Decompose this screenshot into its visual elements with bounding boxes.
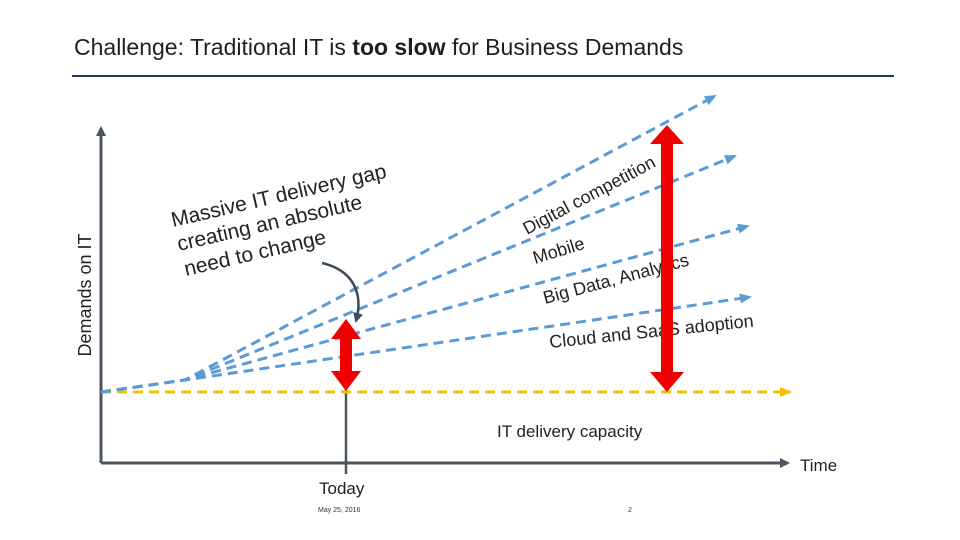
small-gap-arrow bbox=[331, 319, 361, 391]
gap-callout: Massive IT delivery gap creating an abso… bbox=[169, 160, 389, 281]
slide-title: Challenge: Traditional IT is too slow fo… bbox=[74, 34, 683, 61]
title-suffix: for Business Demands bbox=[445, 34, 684, 60]
trend-label-digital-competition: Digital competition bbox=[519, 152, 658, 239]
large-gap-arrow bbox=[650, 125, 684, 392]
x-axis-label: Time bbox=[800, 456, 837, 475]
page-number: 2 bbox=[628, 507, 632, 514]
trend-label-mobile: Mobile bbox=[530, 233, 587, 268]
trend-lines bbox=[100, 94, 752, 394]
title-prefix: Challenge: Traditional IT is bbox=[74, 34, 353, 60]
title-emphasis: too slow bbox=[352, 34, 446, 60]
title-divider bbox=[72, 75, 894, 77]
today-label: Today bbox=[319, 479, 365, 498]
callout-arrow bbox=[321, 261, 363, 323]
footer-date: May 25, 2016 bbox=[318, 507, 361, 514]
y-axis-label: Demands on IT bbox=[75, 233, 95, 356]
capacity-label: IT delivery capacity bbox=[497, 422, 643, 441]
trend-line-cloud-saas bbox=[100, 293, 752, 394]
trend-label-cloud-saas: Cloud and SaaS adoption bbox=[548, 311, 754, 352]
